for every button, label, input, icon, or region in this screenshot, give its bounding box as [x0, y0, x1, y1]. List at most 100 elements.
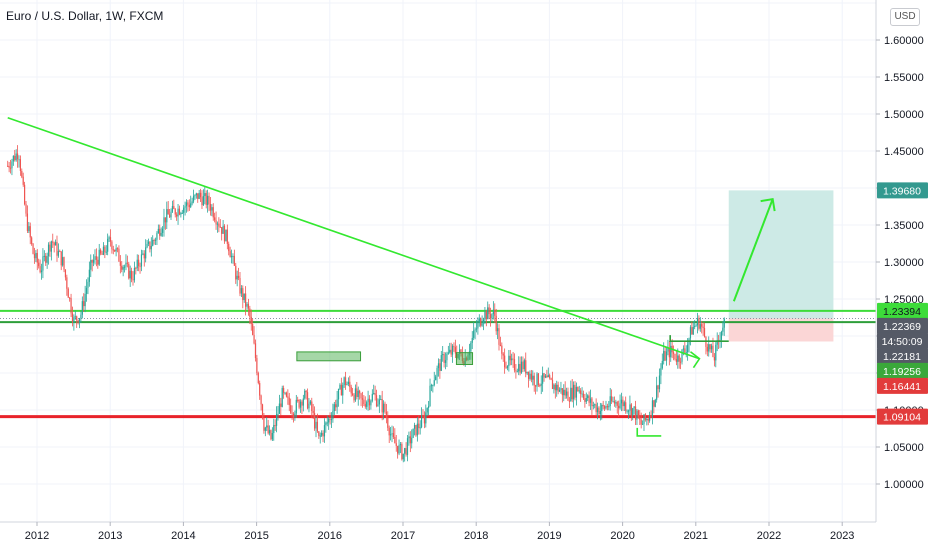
- candle-body: [615, 402, 617, 404]
- candle-body: [236, 275, 238, 280]
- candle-body: [92, 260, 95, 263]
- candle-body: [266, 425, 268, 428]
- candle-body: [537, 373, 540, 386]
- candle-body: [81, 301, 83, 315]
- candle-body: [567, 391, 569, 401]
- candle-body: [398, 445, 400, 454]
- candle-body: [394, 436, 396, 444]
- candle-body: [436, 368, 438, 377]
- candle-body: [312, 410, 314, 413]
- candle-body: [373, 393, 375, 395]
- candle-body: [450, 349, 452, 355]
- candle-body: [487, 307, 489, 320]
- candle-body: [95, 256, 98, 260]
- candle-body: [649, 415, 651, 421]
- candle-body: [520, 361, 523, 373]
- candle-body: [340, 384, 342, 396]
- candle-body: [260, 395, 262, 405]
- candle-body: [473, 330, 475, 338]
- candle-body: [498, 328, 500, 345]
- candle-body: [364, 404, 366, 407]
- candle-body: [219, 226, 221, 228]
- candle-body: [719, 339, 721, 341]
- candle-body: [288, 397, 290, 406]
- candle-body: [90, 260, 92, 270]
- candle-body: [267, 425, 269, 434]
- candle-body: [126, 262, 128, 264]
- candle-body: [116, 248, 119, 250]
- candle-body: [45, 255, 47, 263]
- currency-button[interactable]: USD: [890, 8, 920, 26]
- candle-body: [190, 203, 192, 208]
- candle-body: [208, 195, 210, 205]
- candle-body: [640, 419, 642, 425]
- x-tick-label: 2021: [684, 530, 708, 542]
- candle-body: [138, 259, 140, 267]
- candle-body: [391, 433, 393, 435]
- candle-body: [577, 387, 579, 392]
- candle-body: [14, 155, 16, 161]
- candle-body: [499, 344, 502, 346]
- candle-body: [388, 427, 390, 436]
- candle-body: [306, 392, 309, 409]
- candle-body: [706, 346, 708, 352]
- candle-body: [230, 255, 233, 258]
- candle-body: [582, 393, 585, 399]
- candle-body: [698, 318, 700, 329]
- candle-body: [435, 376, 437, 381]
- candle-body: [159, 228, 161, 236]
- candle-body: [292, 413, 295, 417]
- trendline-arrowhead: [689, 351, 701, 369]
- candle-body: [205, 193, 207, 205]
- candle-body: [502, 353, 504, 356]
- price-label: 1.16441: [883, 381, 921, 393]
- candle-body: [458, 349, 461, 354]
- candle-body: [85, 287, 88, 294]
- candle-body: [56, 241, 58, 256]
- candle-body: [36, 252, 38, 263]
- candle-body: [295, 399, 297, 414]
- candle-body: [149, 241, 151, 250]
- candle-body: [98, 249, 100, 265]
- candle-body: [142, 253, 144, 255]
- candle-body: [197, 193, 199, 199]
- candle-body: [12, 155, 14, 162]
- candle-body: [153, 240, 155, 242]
- candle-body: [549, 375, 551, 379]
- candle-body: [489, 314, 492, 319]
- candle-body: [25, 204, 27, 214]
- candle-body: [308, 403, 310, 409]
- candle-body: [433, 380, 435, 386]
- candle-body: [678, 355, 680, 362]
- candle-body: [328, 418, 330, 423]
- x-tick-label: 2023: [830, 530, 854, 542]
- candle-body: [222, 225, 224, 234]
- candle-body: [702, 326, 704, 329]
- candle-body: [588, 395, 590, 403]
- price-label: 1.22369: [883, 321, 921, 333]
- candle-body: [150, 245, 152, 250]
- candle-body: [694, 326, 696, 328]
- candle-body: [319, 435, 321, 437]
- candle-body: [19, 159, 21, 171]
- candle-body: [422, 415, 424, 417]
- candle-body: [240, 288, 242, 294]
- y-tick-label: 1.35000: [884, 220, 924, 232]
- candle-body: [374, 393, 376, 396]
- candle-body: [74, 316, 76, 318]
- candle-body: [384, 403, 386, 412]
- candle-body: [687, 344, 689, 353]
- candle-body: [274, 425, 276, 427]
- candle-body: [69, 297, 71, 299]
- x-tick-label: 2014: [171, 530, 195, 542]
- candle-body: [428, 406, 430, 409]
- candle-body: [713, 356, 715, 361]
- y-tick-label: 1.30000: [884, 257, 924, 269]
- candle-body: [602, 405, 604, 407]
- candle-body: [716, 340, 718, 345]
- candle-body: [672, 352, 675, 354]
- candle-body: [626, 410, 628, 412]
- candle-body: [495, 315, 497, 332]
- price-label-bg: [877, 317, 928, 334]
